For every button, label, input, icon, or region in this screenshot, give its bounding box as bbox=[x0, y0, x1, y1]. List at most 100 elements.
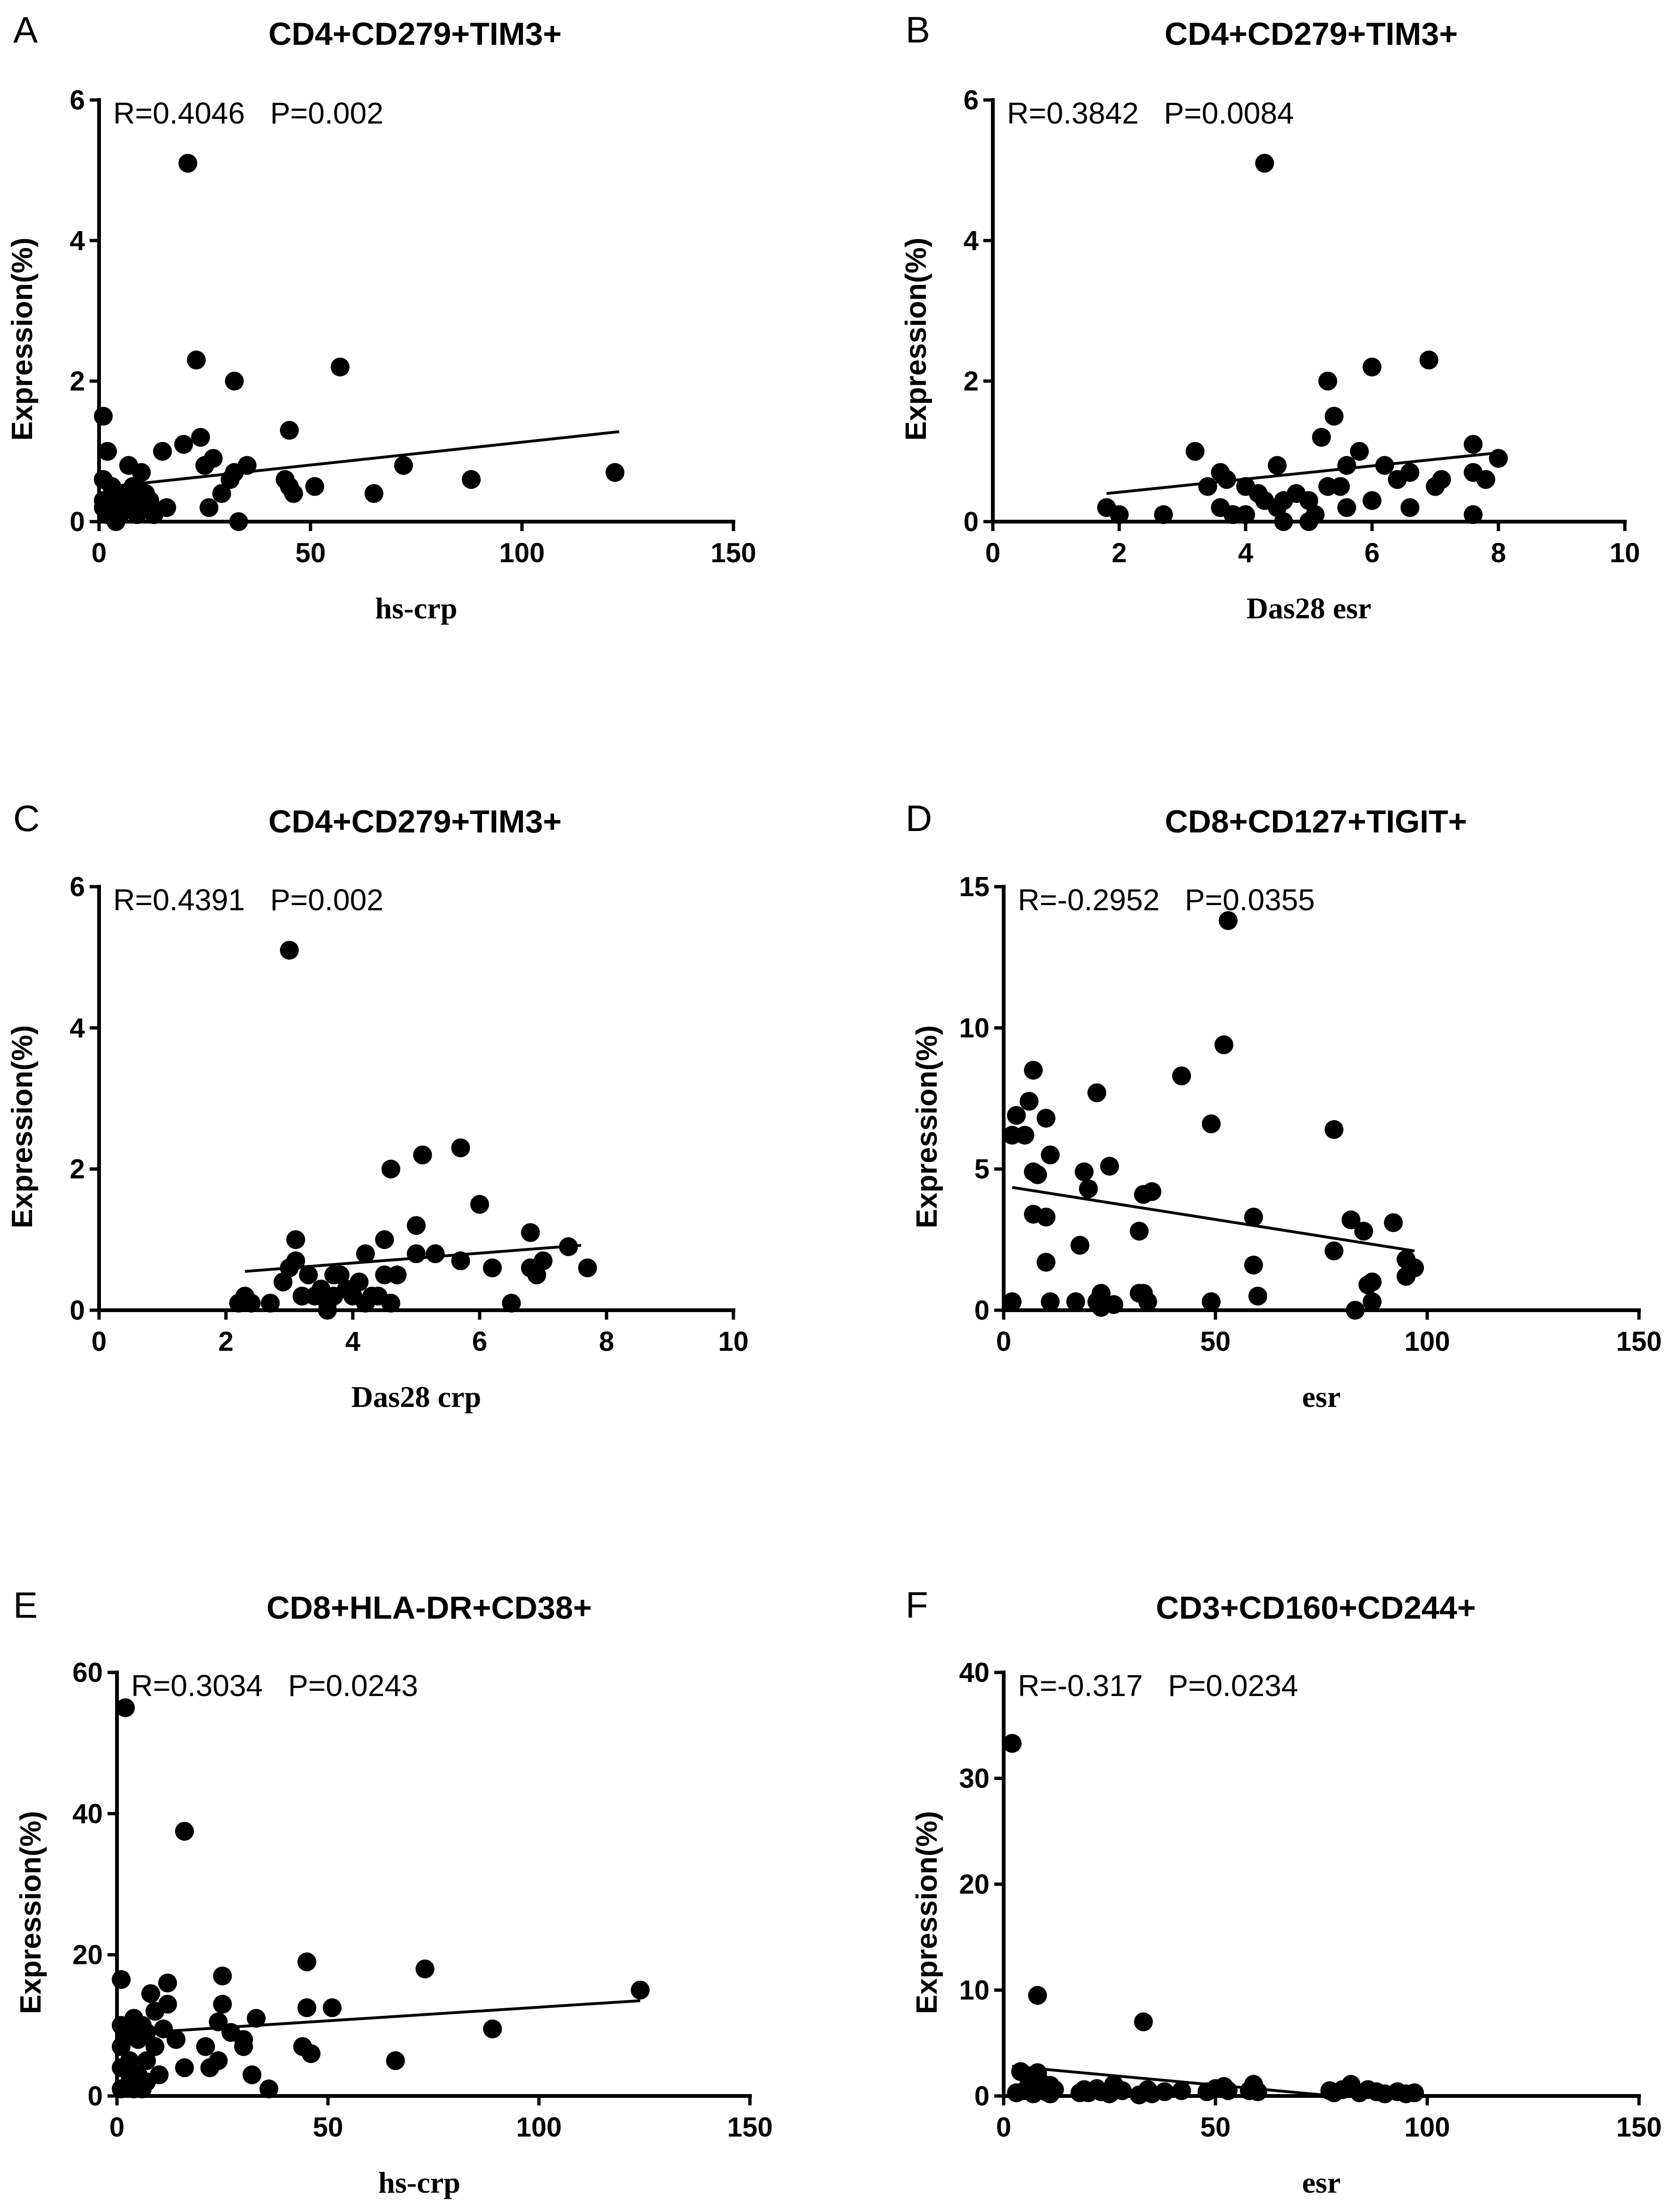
correlation-stat: R=0.3034 P=0.0243 bbox=[131, 1669, 418, 1703]
x-tick-label: 100 bbox=[1405, 1326, 1450, 1357]
chart-title: CD4+CD279+TIM3+ bbox=[268, 804, 562, 840]
data-point bbox=[482, 1258, 502, 1278]
data-point bbox=[1036, 1253, 1056, 1272]
y-tick-label: 0 bbox=[70, 1295, 85, 1326]
data-point bbox=[1110, 505, 1129, 524]
data-point bbox=[1007, 1106, 1026, 1125]
data-point bbox=[1341, 1210, 1361, 1230]
chart-title: CD8+CD127+TIGIT+ bbox=[1165, 804, 1467, 840]
x-axis-label: hs-crp bbox=[378, 2166, 460, 2199]
data-point bbox=[1400, 498, 1420, 517]
y-tick-label: 2 bbox=[70, 366, 85, 397]
data-point bbox=[305, 477, 324, 496]
y-tick-label: 6 bbox=[964, 85, 979, 116]
data-point bbox=[1142, 1182, 1162, 1201]
data-point bbox=[1476, 470, 1496, 489]
data-point bbox=[154, 2019, 173, 2038]
data-point bbox=[120, 2051, 139, 2071]
y-tick-label: 30 bbox=[959, 1763, 990, 1794]
data-point bbox=[483, 2019, 502, 2038]
data-point bbox=[1248, 2082, 1267, 2102]
data-point bbox=[187, 350, 206, 370]
data-point bbox=[1419, 350, 1439, 370]
data-point bbox=[451, 1251, 470, 1271]
data-point bbox=[1074, 1162, 1094, 1181]
data-point bbox=[470, 1195, 489, 1214]
regression-line bbox=[125, 1999, 641, 2036]
data-point bbox=[1255, 154, 1274, 173]
data-point bbox=[1337, 498, 1356, 517]
x-tick-label: 150 bbox=[1616, 2112, 1662, 2143]
y-tick-label: 0 bbox=[88, 2081, 103, 2112]
data-point bbox=[98, 442, 117, 461]
data-point bbox=[286, 1251, 305, 1271]
data-point bbox=[196, 2037, 215, 2056]
y-tick-label: 40 bbox=[72, 1798, 103, 1829]
y-axis-label: Expression(%) bbox=[6, 238, 39, 441]
data-point bbox=[166, 2030, 186, 2049]
data-point bbox=[111, 1970, 131, 1989]
data-point bbox=[225, 372, 244, 391]
x-tick-label: 50 bbox=[1200, 1326, 1231, 1357]
data-point bbox=[1040, 1292, 1060, 1312]
data-point bbox=[1202, 1114, 1221, 1133]
y-tick-label: 0 bbox=[974, 1295, 990, 1326]
data-point bbox=[1002, 1734, 1022, 1753]
data-point bbox=[137, 2051, 156, 2071]
data-point bbox=[331, 1265, 350, 1285]
data-point bbox=[158, 1973, 177, 1993]
correlation-stat: R=0.4391 P=0.002 bbox=[113, 883, 383, 917]
data-point bbox=[204, 449, 223, 468]
data-point bbox=[212, 484, 232, 503]
y-axis-label: Expression(%) bbox=[15, 1811, 47, 2014]
data-point bbox=[1375, 456, 1394, 475]
data-point bbox=[1113, 2081, 1132, 2100]
data-point bbox=[1244, 1256, 1263, 1275]
data-point bbox=[280, 421, 299, 440]
data-point bbox=[1172, 2081, 1191, 2100]
chart-title: CD4+CD279+TIM3+ bbox=[268, 16, 562, 52]
x-tick-label: 10 bbox=[718, 1326, 749, 1357]
y-axis-label: Expression(%) bbox=[6, 1025, 39, 1229]
data-point bbox=[451, 1138, 470, 1157]
data-point bbox=[213, 1995, 232, 2014]
data-point bbox=[413, 1145, 432, 1164]
x-tick-label: 0 bbox=[985, 538, 1000, 568]
data-point bbox=[1015, 1125, 1034, 1145]
chart-title: CD3+CD160+CD244+ bbox=[1156, 1590, 1476, 1626]
data-point bbox=[175, 2058, 194, 2078]
data-point bbox=[1324, 1120, 1344, 1139]
data-point bbox=[1464, 505, 1483, 524]
data-point bbox=[1198, 477, 1217, 496]
x-tick-label: 50 bbox=[1200, 2112, 1231, 2143]
data-point bbox=[349, 1272, 369, 1292]
y-tick-label: 0 bbox=[70, 507, 85, 537]
x-tick-label: 100 bbox=[499, 538, 545, 568]
x-axis-label: esr bbox=[1302, 2166, 1341, 2199]
data-point bbox=[261, 1294, 280, 1313]
data-point bbox=[1070, 1236, 1090, 1255]
y-tick-label: 20 bbox=[72, 1940, 103, 1971]
data-point bbox=[1091, 1284, 1111, 1303]
data-point bbox=[1154, 505, 1173, 524]
data-point bbox=[407, 1244, 426, 1264]
x-tick-label: 4 bbox=[1238, 538, 1253, 568]
x-tick-label: 150 bbox=[711, 538, 757, 568]
data-point bbox=[137, 2023, 156, 2042]
data-point bbox=[1036, 1108, 1056, 1128]
data-point bbox=[533, 1251, 553, 1271]
data-point bbox=[237, 456, 257, 475]
data-point bbox=[1218, 911, 1238, 930]
data-point bbox=[1023, 1061, 1043, 1080]
y-tick-label: 0 bbox=[974, 2081, 990, 2112]
regression-line bbox=[1012, 1186, 1415, 1253]
x-tick-label: 50 bbox=[295, 538, 326, 568]
y-tick-label: 6 bbox=[70, 85, 85, 116]
data-point bbox=[1066, 1292, 1085, 1312]
data-point bbox=[1363, 358, 1381, 377]
x-tick-label: 4 bbox=[345, 1326, 360, 1357]
data-point bbox=[1087, 1083, 1106, 1103]
data-point bbox=[247, 2009, 266, 2028]
y-axis-label: Expression(%) bbox=[911, 1025, 943, 1229]
data-point bbox=[364, 484, 383, 503]
